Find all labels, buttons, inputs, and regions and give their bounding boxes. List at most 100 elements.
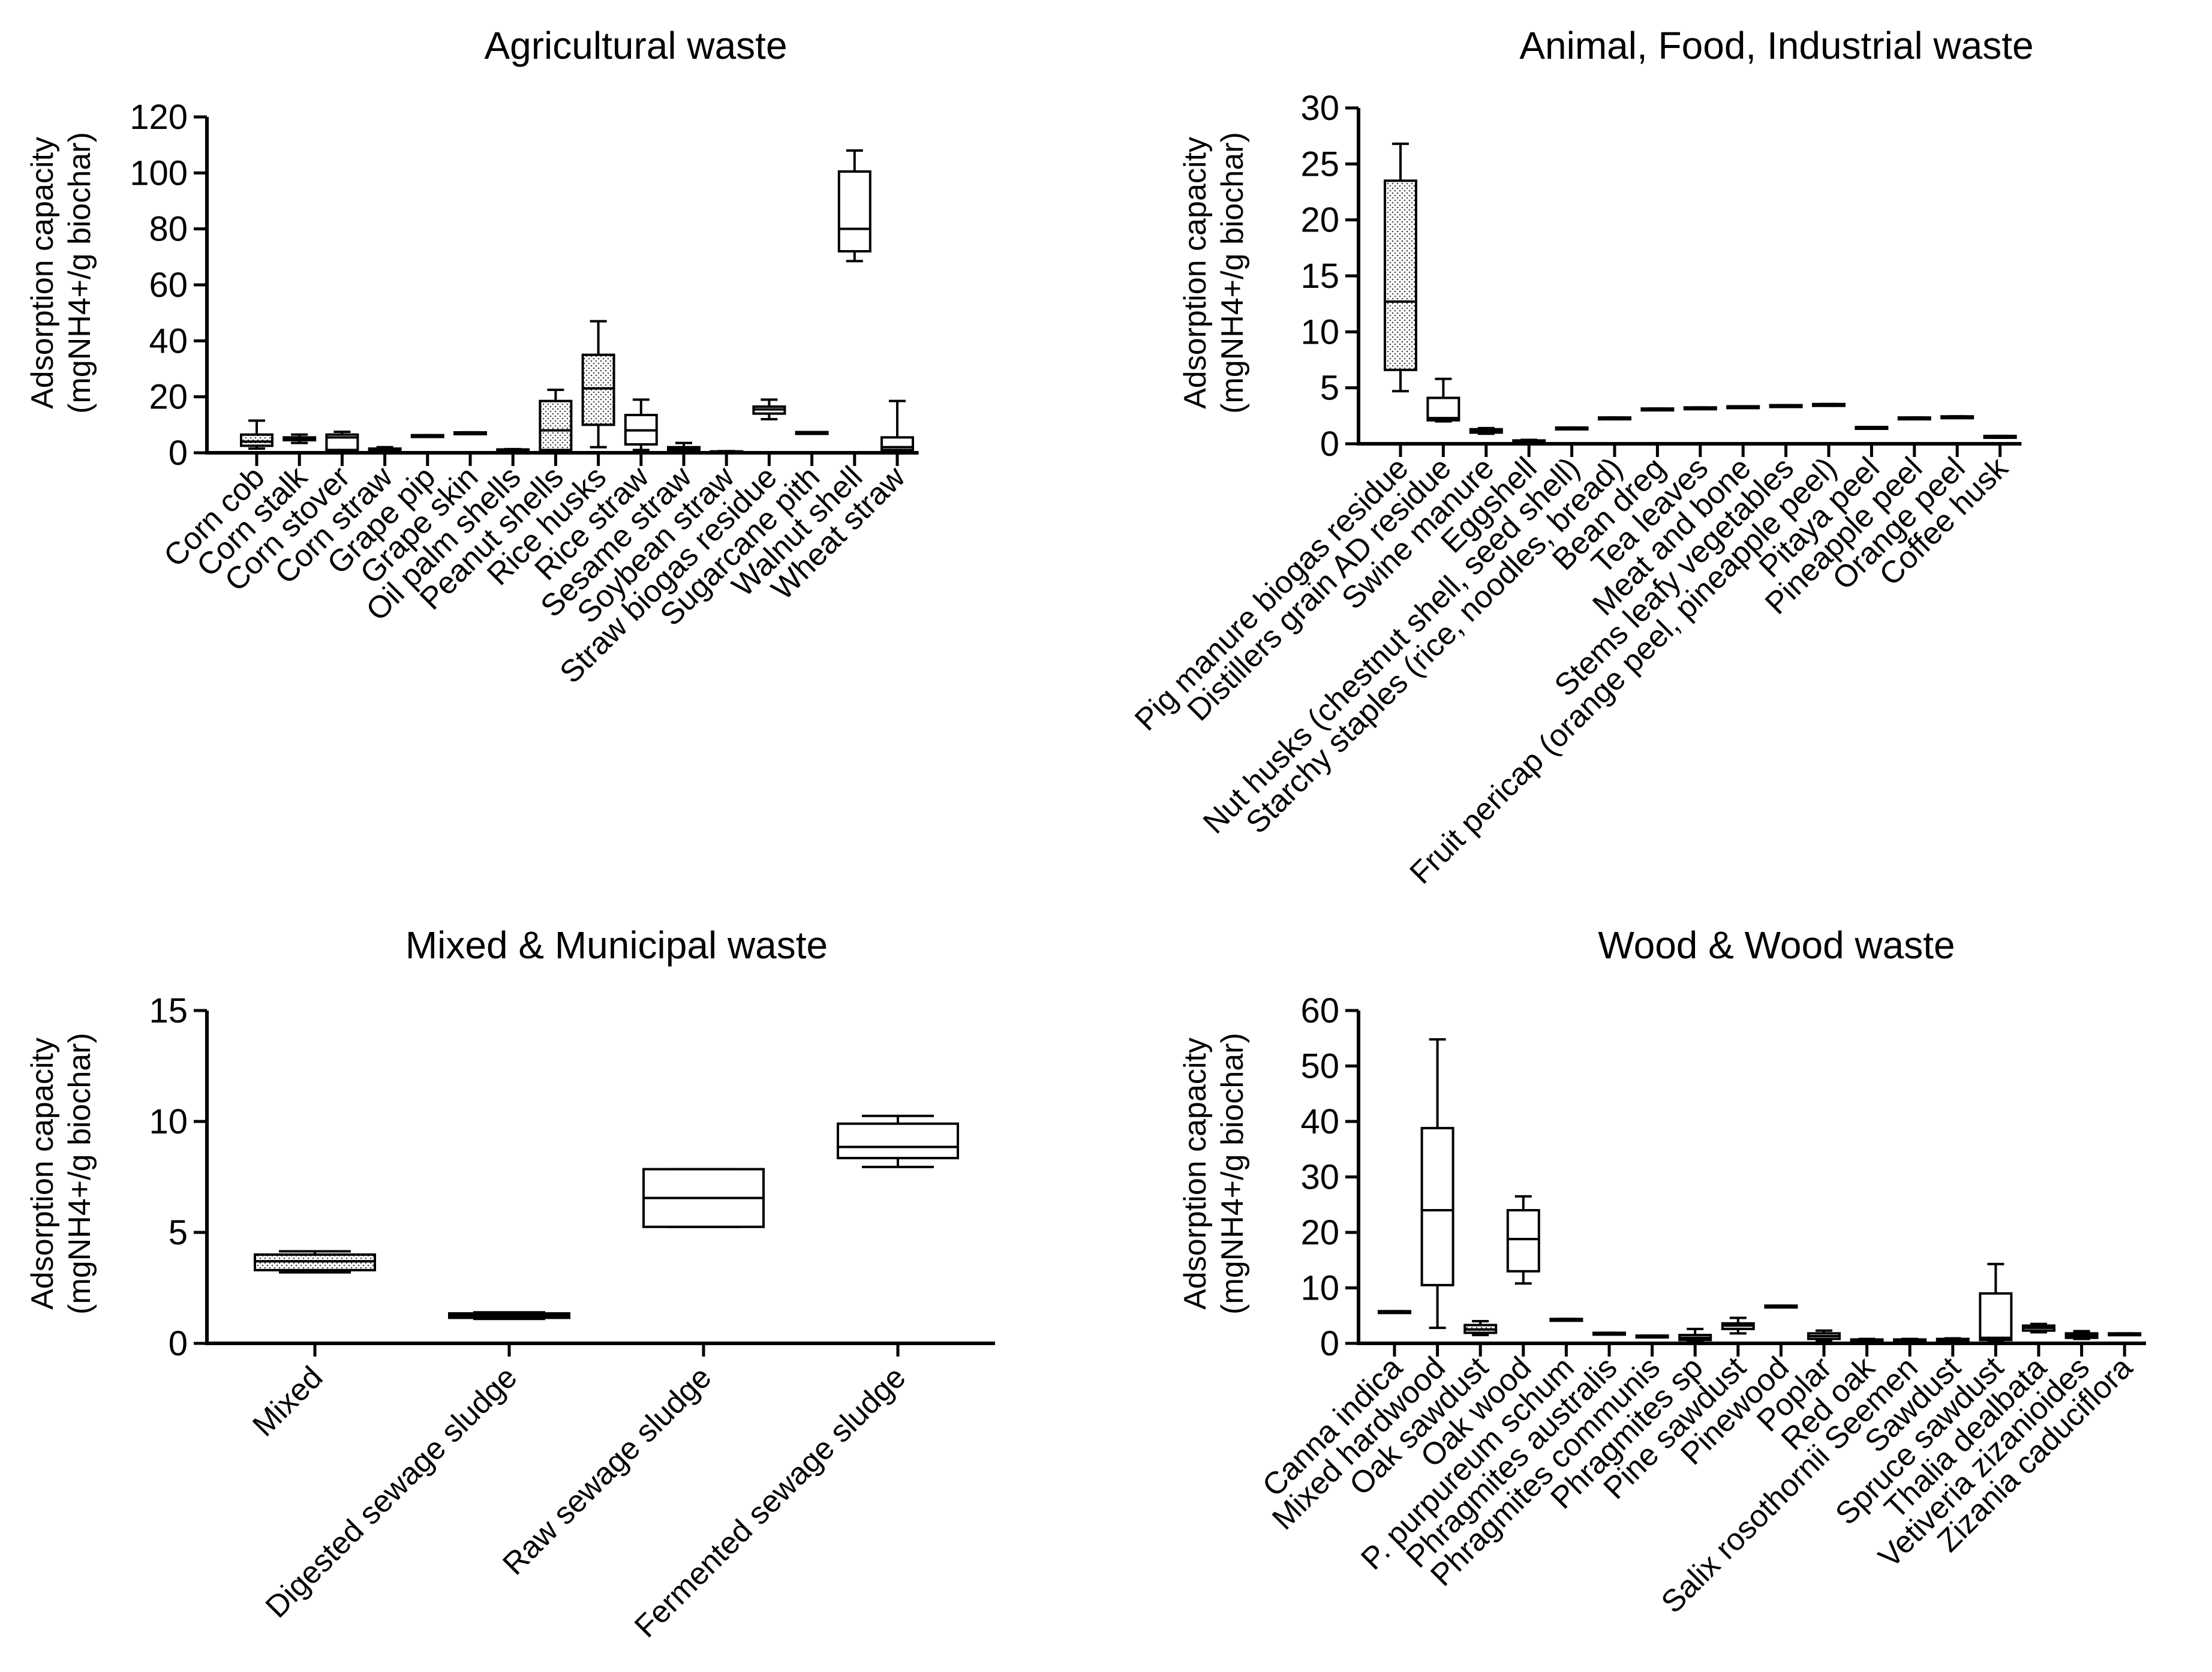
y-tick-label: 10 <box>149 1102 188 1141</box>
y-axis-label-line-1: Adsorption capacity <box>1178 137 1213 409</box>
box-iqr <box>581 353 615 426</box>
y-tick-label: 0 <box>169 1324 188 1363</box>
y-tick-label: 50 <box>1300 1047 1339 1086</box>
box-pineapple-peel <box>1897 416 1931 421</box>
y-tick-label: 120 <box>130 98 188 137</box>
y-tick-label: 5 <box>169 1213 188 1252</box>
box-grape-skin <box>453 431 487 435</box>
y-tick-label: 20 <box>1300 201 1339 240</box>
y-tick-label: 10 <box>1300 312 1339 351</box>
box-raw-sewage-sludge <box>642 1168 765 1228</box>
y-tick-label: 60 <box>1300 991 1339 1030</box>
chart-panel-mixed-municipal-waste: Mixed & Municipal waste Adsorption capac… <box>25 924 995 1644</box>
box-rice-husks <box>581 320 615 449</box>
box-corn-stover <box>325 431 359 453</box>
box-iqr <box>1426 396 1460 422</box>
box-iqr <box>837 1122 959 1160</box>
y-tick-label: 40 <box>149 321 188 360</box>
y-tick-label: 0 <box>1320 1324 1339 1363</box>
chart-title: Agricultural waste <box>484 24 787 67</box>
box-pitaya-peel <box>1855 426 1889 430</box>
box-eggshell <box>1512 438 1546 444</box>
y-tick-label: 40 <box>1300 1102 1339 1141</box>
box-phragmites-australis <box>1592 1331 1626 1336</box>
box-iqr <box>1506 1209 1540 1273</box>
chart-panel-wood-wood-waste: Wood & Wood waste Adsorption capacity (m… <box>1178 924 2146 1620</box>
box-oil-palm-shells <box>496 447 530 453</box>
box-starchy-staples-rice-noodles-bread <box>1598 416 1631 421</box>
box-iqr <box>1420 1127 1454 1286</box>
chart-title: Mixed & Municipal waste <box>405 924 828 967</box>
box-distillers-grain-ad-residue <box>1426 377 1460 423</box>
y-tick-label: 25 <box>1300 145 1339 184</box>
box-wheat-straw <box>880 399 914 453</box>
box-iqr <box>1384 179 1417 371</box>
y-axis-label-line-2: (mgNH4+/g biochar) <box>62 1033 97 1315</box>
y-axis-label-line-2: (mgNH4+/g biochar) <box>62 132 97 414</box>
box-fruit-pericap-orange-peel-pineapple-peel <box>1812 402 1846 407</box>
box-coffee-husk <box>1983 434 2017 439</box>
box-fermented-sewage-sludge <box>837 1114 959 1168</box>
y-tick-label: 60 <box>149 266 188 305</box>
box-orange-peel <box>1940 415 1974 420</box>
chart-panel-animal-food-industrial-waste: Animal, Food, Industrial waste Adsorptio… <box>1128 24 2034 891</box>
box-straw-biogas-residue <box>752 398 786 420</box>
box-mixed <box>254 1250 376 1274</box>
chart-title: Wood & Wood waste <box>1598 924 1955 967</box>
box-corn-stalk <box>282 433 317 444</box>
box-iqr <box>1979 1292 2013 1342</box>
chart-panel-agricultural-waste: Agricultural waste Adsorption capacity (… <box>25 24 919 690</box>
y-tick-label: 15 <box>1300 257 1339 296</box>
box-corn-straw <box>368 446 402 453</box>
box-phragmites-sp <box>1678 1327 1712 1343</box>
box-walnut-shell <box>837 149 871 263</box>
box-iqr <box>240 433 274 447</box>
box-pig-manure-biogas-residue <box>1384 142 1417 393</box>
y-tick-label: 10 <box>1300 1269 1339 1308</box>
y-tick-label: 30 <box>1300 1158 1339 1197</box>
box-oak-sawdust <box>1463 1320 1498 1337</box>
box-poplar <box>1807 1329 1841 1343</box>
box-iqr <box>837 170 871 252</box>
box-iqr <box>539 399 573 452</box>
box-nut-husks-chestnut-shell-seed-shell <box>1555 426 1589 431</box>
box-pine-sawdust <box>1721 1316 1755 1335</box>
box-tea-leaves <box>1683 406 1717 411</box>
box-soybean-straw <box>710 450 744 455</box>
x-tick-label: Mixed <box>246 1360 329 1443</box>
y-tick-label: 0 <box>1320 425 1339 464</box>
box-corn-cob <box>240 419 274 450</box>
box-stems-leafy-vegetables <box>1769 404 1803 408</box>
box-spruce-sawdust <box>1979 1262 2013 1343</box>
box-digested-sewage-sludge <box>448 1311 570 1321</box>
box-pinewood <box>1764 1304 1798 1309</box>
box-sugarcane-pith <box>795 431 829 435</box>
y-axis-label-line-2: (mgNH4+/g biochar) <box>1215 132 1250 414</box>
y-tick-label: 30 <box>1300 89 1339 128</box>
box-vetiveria-zizanioides <box>2064 1330 2099 1340</box>
chart-title: Animal, Food, Industrial waste <box>1519 24 2033 67</box>
y-tick-label: 0 <box>169 434 188 473</box>
box-thalia-dealbata <box>2022 1322 2055 1334</box>
y-tick-label: 80 <box>149 210 188 249</box>
y-tick-label: 15 <box>149 991 188 1030</box>
box-grape-pip <box>410 434 444 438</box>
x-tick-label: Raw sewage sludge <box>496 1360 718 1581</box>
box-phragmites-communis <box>1635 1334 1669 1339</box>
box-sawdust <box>1936 1337 1970 1343</box>
y-axis-label-line-1: Adsorption capacity <box>1178 1038 1213 1310</box>
box-rice-straw <box>624 398 658 452</box>
y-axis-label-line-1: Adsorption capacity <box>25 137 60 409</box>
box-zizania-caduciflora <box>2108 1332 2142 1337</box>
box-canna-indica <box>1378 1310 1411 1315</box>
box-p-purpureum-schum <box>1549 1318 1583 1322</box>
box-peanut-shells <box>539 389 573 453</box>
box-mixed-hardwood <box>1420 1038 1454 1330</box>
box-swine-manure <box>1469 426 1503 435</box>
y-tick-label: 100 <box>130 154 188 193</box>
box-bean-dreg <box>1640 407 1675 412</box>
y-tick-label: 5 <box>1320 369 1339 408</box>
box-meat-and-bone <box>1726 405 1760 410</box>
y-tick-label: 20 <box>1300 1213 1339 1252</box>
